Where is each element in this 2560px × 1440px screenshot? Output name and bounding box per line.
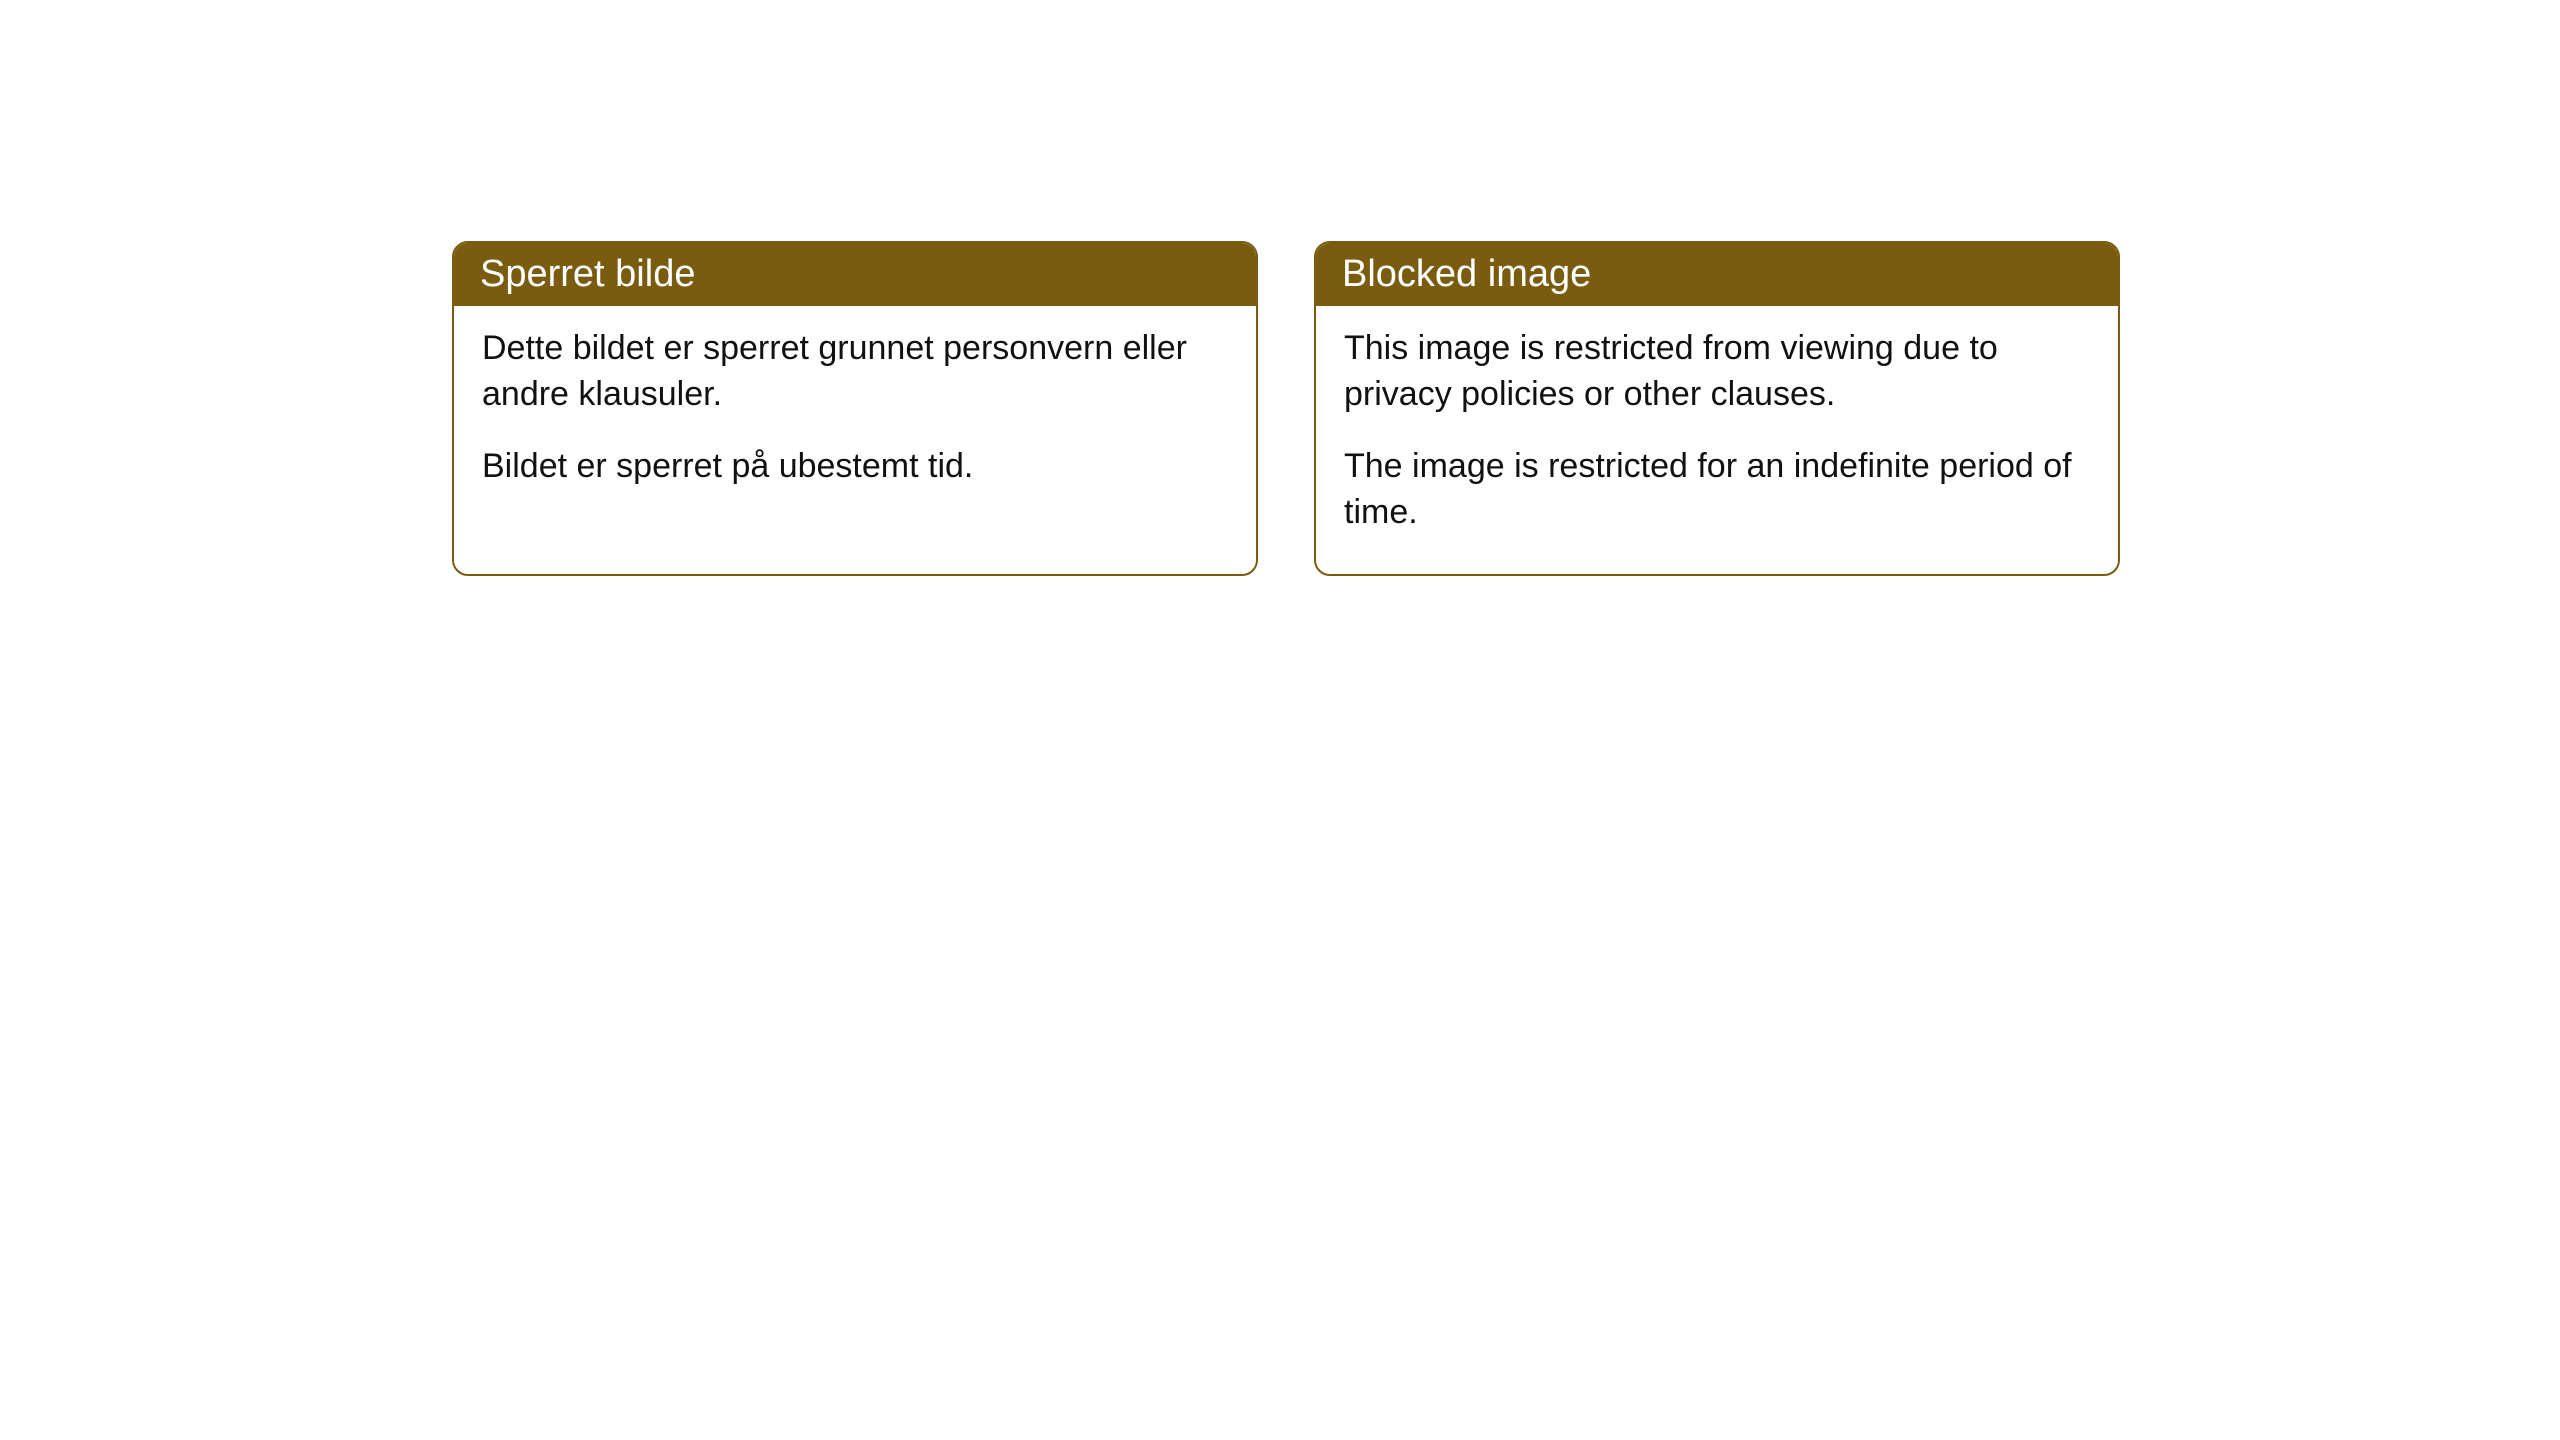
- card-header: Blocked image: [1316, 243, 2118, 306]
- card-header: Sperret bilde: [454, 243, 1256, 306]
- cards-container: Sperret bilde Dette bildet er sperret gr…: [452, 241, 2120, 576]
- card-paragraph: Bildet er sperret på ubestemt tid.: [482, 444, 1228, 490]
- card-paragraph: Dette bildet er sperret grunnet personve…: [482, 326, 1228, 418]
- blocked-image-card-english: Blocked image This image is restricted f…: [1314, 241, 2120, 576]
- card-paragraph: This image is restricted from viewing du…: [1344, 326, 2090, 418]
- blocked-image-card-norwegian: Sperret bilde Dette bildet er sperret gr…: [452, 241, 1258, 576]
- card-paragraph: The image is restricted for an indefinit…: [1344, 444, 2090, 536]
- card-title: Sperret bilde: [480, 253, 695, 295]
- card-body: This image is restricted from viewing du…: [1316, 306, 2118, 574]
- card-body: Dette bildet er sperret grunnet personve…: [454, 306, 1256, 528]
- card-title: Blocked image: [1342, 253, 1591, 295]
